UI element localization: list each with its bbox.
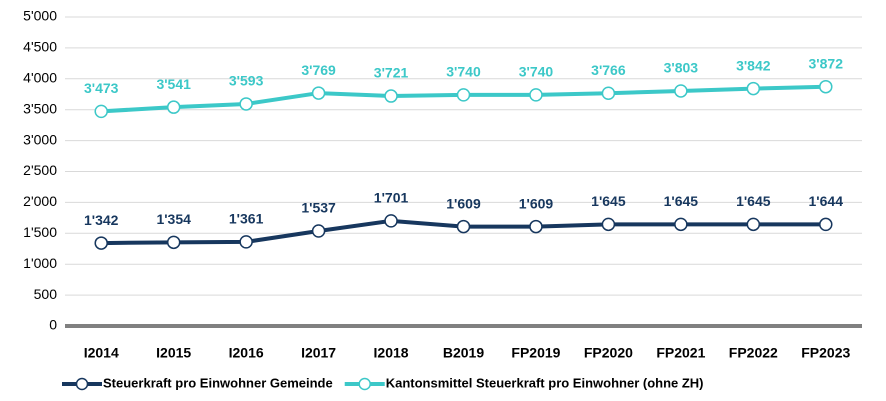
data-point: [311, 224, 326, 238]
data-label: 3'473: [84, 80, 119, 96]
data-point: [94, 104, 108, 119]
data-label: 1'701: [374, 190, 409, 206]
data-label: 3'740: [446, 64, 481, 80]
data-point: [239, 97, 253, 111]
data-label: 3'721: [374, 65, 409, 81]
data-point: [311, 86, 326, 100]
y-tick-label: 3'000: [23, 131, 57, 147]
data-label: 1'644: [809, 193, 844, 209]
data-label: 1'609: [446, 195, 481, 211]
x-tick-label: FP2021: [656, 345, 705, 361]
y-tick-label: 4'500: [23, 39, 57, 55]
x-tick-label: I2017: [301, 345, 336, 361]
data-point: [94, 236, 108, 250]
legend-label: Kantonsmittel Steuerkraft pro Einwohner …: [386, 375, 704, 390]
data-label: 3'541: [156, 76, 191, 92]
legend-marker: [75, 377, 89, 391]
data-point: [384, 214, 398, 228]
data-label: 3'803: [664, 60, 699, 76]
legend-label: Steuerkraft pro Einwohner Gemeinde: [103, 375, 333, 390]
x-tick-label: FP2020: [584, 345, 633, 361]
data-label: 1'537: [301, 200, 336, 216]
x-tick-label: I2018: [374, 345, 409, 361]
data-label: 3'740: [519, 64, 554, 80]
data-label: 3'593: [229, 73, 264, 89]
data-label: 1'645: [664, 193, 699, 209]
x-tick-label: FP2022: [729, 345, 778, 361]
data-point: [166, 100, 181, 114]
data-point: [529, 88, 543, 102]
data-point: [384, 89, 398, 103]
data-point: [601, 217, 616, 232]
data-point: [456, 88, 471, 102]
data-label: 1'342: [84, 212, 119, 228]
data-label: 3'769: [301, 62, 336, 78]
y-tick-label: 500: [34, 286, 58, 302]
legend-marker: [358, 377, 371, 391]
x-tick-label: FP2019: [511, 345, 560, 361]
y-tick-label: 3'500: [23, 100, 57, 116]
y-tick-label: 5'000: [23, 8, 57, 24]
data-label: 3'766: [591, 62, 626, 78]
data-point: [819, 79, 833, 94]
data-point: [239, 235, 253, 249]
data-point: [746, 217, 761, 232]
x-tick-label: I2014: [84, 345, 119, 361]
y-tick-label: 0: [49, 317, 57, 333]
x-tick-label: B2019: [443, 345, 484, 361]
data-point: [166, 235, 181, 250]
y-tick-label: 2'000: [23, 193, 57, 209]
data-point: [529, 219, 543, 234]
data-point: [456, 219, 471, 234]
data-point: [674, 84, 688, 98]
x-tick-label: FP2023: [801, 345, 850, 361]
data-point: [601, 86, 616, 101]
data-label: 1'645: [736, 193, 771, 209]
y-tick-label: 2'500: [23, 162, 57, 178]
data-point: [674, 217, 688, 232]
y-tick-label: 1'500: [23, 224, 57, 240]
data-label: 3'842: [736, 57, 771, 73]
data-label: 3'872: [809, 55, 844, 71]
y-tick-label: 4'000: [23, 70, 57, 86]
data-label: 1'354: [156, 211, 191, 227]
data-label: 1'645: [591, 193, 626, 209]
x-tick-label: I2016: [229, 345, 264, 361]
data-label: 1'609: [519, 195, 554, 211]
data-label: 1'361: [229, 211, 264, 227]
y-tick-label: 1'000: [23, 255, 57, 271]
data-point: [819, 217, 833, 232]
data-point: [746, 81, 761, 96]
x-tick-label: I2015: [156, 345, 191, 361]
